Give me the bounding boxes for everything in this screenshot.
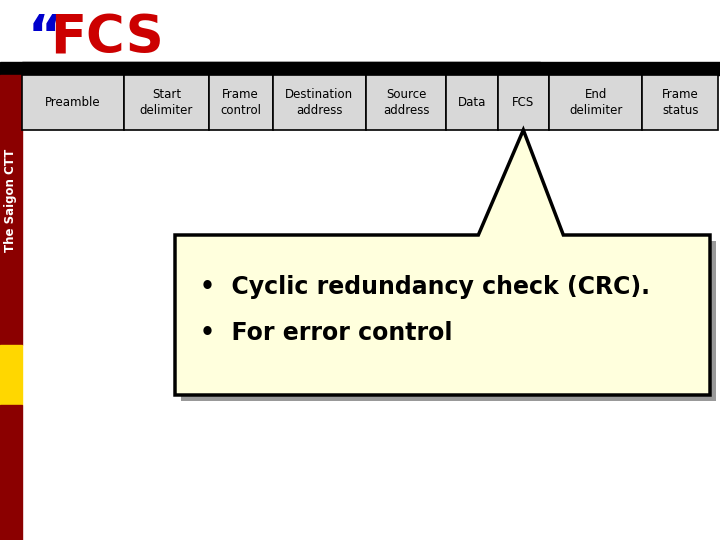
- Bar: [209, 75, 273, 130]
- Polygon shape: [175, 130, 710, 395]
- Text: Frame
control: Frame control: [220, 88, 261, 117]
- Text: Frame
status: Frame status: [662, 88, 698, 117]
- Text: FCS: FCS: [512, 96, 534, 109]
- Text: End
delimiter: End delimiter: [569, 88, 623, 117]
- Bar: [498, 75, 549, 130]
- Bar: [0, 75, 22, 345]
- Text: •  Cyclic redundancy check (CRC).: • Cyclic redundancy check (CRC).: [200, 275, 650, 299]
- Text: Source
address: Source address: [383, 88, 429, 117]
- Text: “: “: [28, 12, 63, 64]
- Bar: [125, 75, 209, 130]
- Bar: [642, 75, 718, 130]
- Bar: [0, 405, 22, 540]
- Text: FCS: FCS: [50, 12, 163, 64]
- Text: Data: Data: [458, 96, 486, 109]
- Bar: [22, 62, 540, 75]
- Bar: [22, 75, 125, 130]
- Bar: [549, 75, 642, 130]
- Bar: [366, 75, 446, 130]
- Text: The Saigon CTT: The Saigon CTT: [4, 148, 17, 252]
- Bar: [273, 75, 366, 130]
- Text: Preamble: Preamble: [45, 96, 101, 109]
- Text: •  For error control: • For error control: [200, 321, 452, 345]
- Text: Destination
address: Destination address: [285, 88, 354, 117]
- Polygon shape: [181, 241, 716, 401]
- Bar: [446, 75, 498, 130]
- Bar: [0, 345, 22, 405]
- Bar: [0, 62, 720, 75]
- Text: Start
delimiter: Start delimiter: [140, 88, 193, 117]
